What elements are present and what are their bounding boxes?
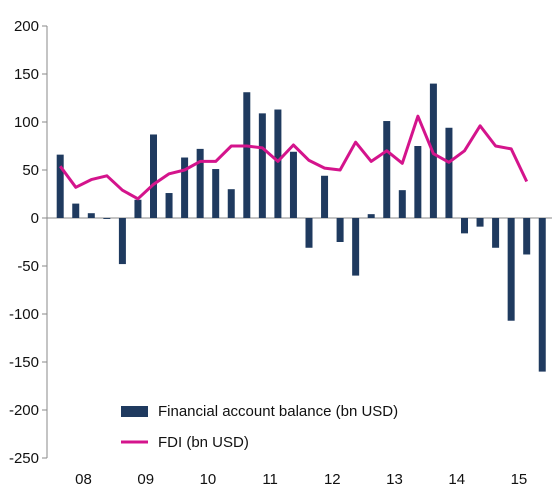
y-tick-label: -150 [9, 354, 39, 371]
x-tick-label: 13 [386, 471, 403, 488]
bar [258, 113, 266, 218]
bar [492, 218, 500, 248]
bar [134, 199, 142, 218]
bar [336, 218, 344, 242]
y-tick-label: -100 [9, 306, 39, 323]
bar [305, 218, 313, 248]
legend-label-fdi: FDI (bn USD) [158, 434, 249, 451]
bar [150, 134, 157, 218]
bar [227, 189, 235, 218]
bar [181, 157, 189, 218]
legend-label-financial-account: Financial account balance (bn USD) [158, 403, 398, 420]
x-tick-label: 11 [262, 471, 278, 488]
bar [165, 193, 173, 218]
bar-series [56, 83, 546, 372]
y-axis: 200 150 100 50 0 -50 -100 -150 -200 -250 [9, 18, 48, 467]
bar [352, 218, 360, 276]
bar [103, 218, 111, 219]
x-axis: 08 09 10 11 12 13 14 15 [47, 217, 552, 488]
bar [367, 214, 375, 218]
bar [461, 218, 468, 234]
bar [72, 203, 80, 218]
y-tick-label: 50 [22, 162, 39, 179]
x-tick-label: 09 [137, 471, 154, 488]
fdi-line [58, 114, 529, 201]
y-tick-label: 0 [31, 210, 39, 227]
y-tick-label: 100 [14, 114, 39, 131]
bar [538, 218, 546, 372]
x-tick-label: 10 [200, 471, 217, 488]
x-tick-label: 08 [75, 471, 92, 488]
bar [196, 148, 204, 218]
y-tick-label: -50 [17, 258, 39, 275]
x-tick-label: 14 [448, 471, 465, 488]
y-tick-label: -250 [9, 450, 39, 467]
bar [507, 218, 515, 321]
bar [212, 169, 220, 218]
x-tick-label: 15 [511, 471, 528, 488]
bar [523, 218, 531, 255]
bar [445, 127, 453, 218]
y-tick-label: -200 [9, 402, 39, 419]
bar [414, 146, 422, 218]
bar [383, 121, 391, 218]
y-tick-label: 150 [14, 66, 39, 83]
legend-bar-swatch [121, 406, 148, 417]
bar [398, 190, 406, 218]
bar [476, 218, 484, 227]
bar [118, 218, 126, 265]
y-tick-label: 200 [14, 18, 39, 35]
bar [243, 92, 251, 218]
bar [56, 154, 64, 218]
legend: Financial account balance (bn USD) FDI (… [121, 403, 398, 451]
line-series [58, 114, 529, 201]
bar [289, 151, 297, 218]
bar [321, 175, 329, 218]
bar [274, 109, 282, 218]
x-tick-label: 12 [324, 471, 341, 488]
bar [87, 213, 95, 218]
